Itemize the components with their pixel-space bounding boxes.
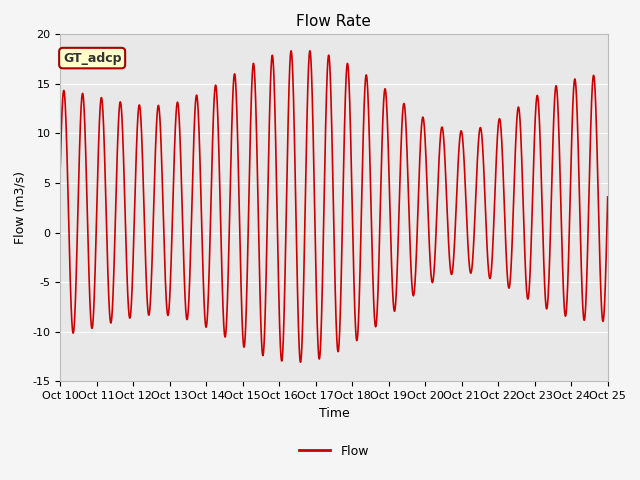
Legend: Flow: Flow	[294, 440, 374, 463]
X-axis label: Time: Time	[319, 407, 349, 420]
Title: Flow Rate: Flow Rate	[296, 14, 371, 29]
Y-axis label: Flow (m3/s): Flow (m3/s)	[14, 171, 27, 244]
Text: GT_adcp: GT_adcp	[63, 51, 122, 65]
